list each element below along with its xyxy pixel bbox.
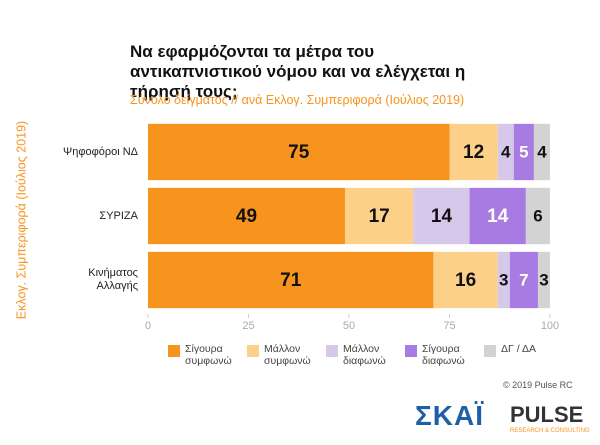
pulse-logo: PULSE (510, 402, 584, 427)
data-label: 12 (463, 142, 484, 163)
data-label: 14 (431, 206, 453, 227)
bar-segment (344, 187, 414, 245)
x-tick-label: 75 (443, 320, 455, 332)
y-tick-label: ΣΥΡΙΖΑ (99, 209, 138, 222)
data-label: 5 (519, 142, 528, 161)
data-label: 3 (539, 270, 548, 289)
bar-segment (537, 251, 550, 309)
y-tick-label: Ψηφοφόροι ΝΔ (63, 145, 138, 158)
x-tick-label: 100 (541, 320, 559, 332)
bar-segment (469, 187, 526, 245)
data-label: 75 (288, 142, 310, 163)
legend-swatch (247, 345, 259, 357)
x-tick-label: 50 (343, 320, 355, 332)
bar-segment (533, 123, 550, 181)
bar-segment (497, 251, 510, 309)
legend-swatch (405, 345, 417, 357)
bar-segment (148, 187, 345, 245)
data-label: 4 (537, 142, 547, 161)
legend-swatch (484, 345, 496, 357)
bar-segment (497, 123, 514, 181)
legend-label: Μάλλον διαφωνώ (343, 343, 386, 367)
legend-label: Σίγουρα διαφωνώ (422, 343, 465, 367)
skai-logo: ΣΚΑΪ (415, 400, 485, 431)
bar-segment (449, 123, 498, 181)
bar-segment (525, 187, 550, 245)
legend-swatch (168, 345, 180, 357)
data-label: 3 (499, 270, 508, 289)
data-label: 4 (501, 142, 511, 161)
y-axis-title: Εκλογ. Συμπεριφορά (Ιούλιος 2019) (14, 121, 28, 319)
legend-label: Μάλλον συμφωνώ (264, 343, 311, 367)
bar-segment (413, 187, 470, 245)
y-tick-label: Κινήματος Αλλαγής (88, 267, 138, 292)
chart-subtitle: Σύνολο δείγματος // ανά Εκλογ. Συμπεριφο… (130, 93, 465, 107)
bar-segment (148, 123, 450, 181)
data-label: 71 (280, 270, 302, 291)
bar-segment (148, 251, 434, 309)
bar-segment (513, 123, 534, 181)
legend-label: ΔΓ / ΔΑ (501, 343, 536, 355)
data-label: 17 (369, 206, 390, 227)
data-label: 16 (455, 270, 476, 291)
legend-swatch (326, 345, 338, 357)
pulse-logo-sub: RESEARCH & CONSULTING (510, 428, 590, 434)
x-tick-label: 0 (145, 320, 151, 332)
data-label: 14 (487, 206, 509, 227)
data-label: 6 (533, 206, 542, 225)
data-label: 49 (236, 206, 257, 227)
bar-segment (509, 251, 538, 309)
x-tick-label: 25 (242, 320, 254, 332)
copyright: © 2019 Pulse RC (503, 380, 573, 390)
data-label: 7 (519, 270, 528, 289)
bar-segment (433, 251, 498, 309)
legend-label: Σίγουρα συμφωνώ (185, 343, 232, 367)
chart-title: Να εφαρμόζονται τα μέτρα του αντικαπνιστ… (130, 42, 466, 101)
